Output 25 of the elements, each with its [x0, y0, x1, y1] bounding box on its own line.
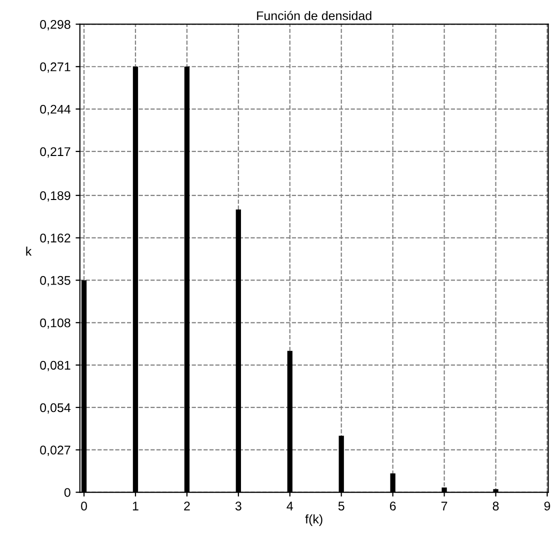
- y-tick-label: 0,135: [40, 276, 70, 286]
- x-tick-label: 7: [441, 502, 448, 510]
- y-tick-label: 0,298: [40, 20, 70, 30]
- y-tick-label: 0: [64, 488, 70, 497]
- x-tick-label: 0: [81, 502, 87, 510]
- x-tick-label: 1: [132, 502, 138, 510]
- y-tick-label: 0,027: [40, 446, 70, 456]
- x-tick-label: 6: [390, 502, 396, 510]
- y-tick-label: 0,081: [40, 360, 70, 372]
- y-tick-label: 0,217: [40, 147, 70, 158]
- x-tick-label: 3: [235, 502, 242, 510]
- x-tick-label: 9: [544, 502, 550, 510]
- x-tick-label: 2: [184, 502, 190, 510]
- y-tick-label: 0,271: [40, 62, 70, 73]
- x-tick-label: 8: [492, 502, 499, 510]
- x-axis-title: f(k): [305, 514, 322, 526]
- y-tick-label: 0,054: [40, 403, 71, 414]
- chart-title: Función de densidad: [257, 10, 372, 20]
- y-tick-label: 0,162: [40, 234, 70, 244]
- y-axis-title: k: [26, 246, 32, 256]
- x-tick-label: 4: [286, 502, 293, 510]
- x-tick-label: 5: [338, 502, 344, 510]
- y-tick-label: 0,189: [40, 191, 70, 202]
- y-tick-label: 0,108: [40, 318, 70, 329]
- y-tick-label: 0,244: [40, 104, 71, 116]
